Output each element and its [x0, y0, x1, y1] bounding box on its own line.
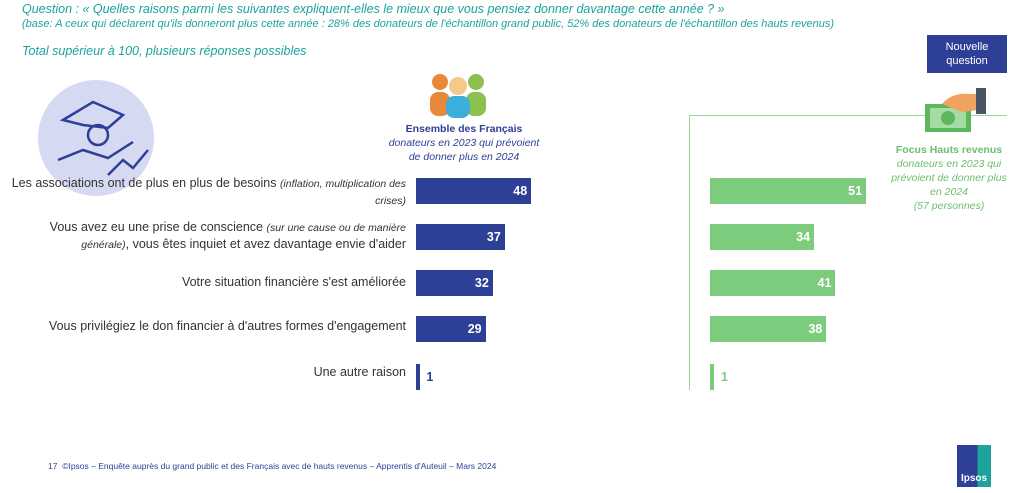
category-label-4: Vous privilégiez le don financier à d'au…	[48, 319, 406, 333]
bar-high-income-3: 41	[710, 270, 836, 296]
new-question-badge: Nouvelle question	[927, 35, 1007, 73]
bar-high-income-5	[710, 364, 714, 390]
bar-general-3: 32	[416, 270, 493, 296]
bar-general-4: 29	[416, 316, 486, 342]
question-base: (base: A ceux qui déclarent qu'ils donne…	[22, 18, 835, 30]
footer-text: 17 ©Ipsos – Enquête auprès du grand publ…	[48, 461, 497, 471]
bar-general-1: 48	[416, 178, 532, 204]
data-label: 29	[467, 322, 482, 336]
data-label: 48	[513, 184, 528, 198]
bar-general-5	[416, 364, 420, 390]
bar-high-income-2: 34	[710, 224, 815, 250]
data-label: 1	[426, 370, 434, 384]
data-label: 41	[817, 276, 832, 290]
series-high-income-count: (57 personnes)	[913, 200, 985, 212]
bar-general-2: 37	[416, 224, 505, 250]
series-general-header: Ensemble des Français donateurs en 2023 …	[384, 122, 544, 164]
series-high-income-name: Focus Hauts revenus	[895, 144, 1003, 156]
data-label: 51	[848, 184, 863, 198]
data-label: 38	[808, 322, 823, 336]
total-note: Total supérieur à 100, plusieurs réponse…	[22, 44, 307, 58]
series-high-income-header: Focus Hauts revenus donateurs en 2023 qu…	[890, 143, 1008, 213]
hands-money-icon	[38, 80, 154, 196]
people-group-icon	[430, 74, 486, 118]
data-label: 1	[721, 370, 728, 384]
category-label-5: Une autre raison	[313, 365, 406, 379]
category-label-2: Vous avez eu une prise de conscience (su…	[49, 220, 406, 251]
question-title: Question : « Quelles raisons parmi les s…	[22, 2, 725, 16]
data-label: 32	[474, 276, 489, 290]
data-label: 34	[796, 230, 811, 244]
ipsos-logo: Ipsos	[957, 445, 991, 487]
data-label: 37	[486, 230, 501, 244]
bar-high-income-1: 51	[710, 178, 867, 204]
bar-high-income-4: 38	[710, 316, 827, 342]
category-label-1: Les associations ont de plus en plus de …	[11, 176, 406, 207]
series-general-name: Ensemble des Français	[405, 123, 523, 135]
hand-banknote-icon	[925, 88, 986, 132]
category-label-3: Votre situation financière s'est amélior…	[181, 275, 406, 289]
series-general-subtitle: donateurs en 2023 qui prévoient de donne…	[388, 137, 540, 163]
series-high-income-subtitle: donateurs en 2023 qui prévoient de donne…	[891, 158, 1007, 198]
high-income-frame	[689, 115, 1007, 390]
